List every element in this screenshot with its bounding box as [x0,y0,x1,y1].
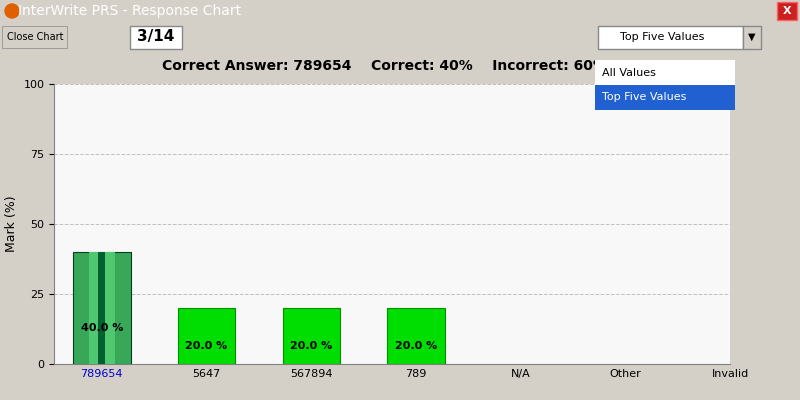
Y-axis label: Mark (%): Mark (%) [5,196,18,252]
Text: X: X [782,6,791,16]
Text: 20.0 %: 20.0 % [395,341,438,351]
Bar [387,308,445,364]
Text: Correct Answer: 789654    Correct: 40%    Incorrect: 60%    #: Correct Answer: 789654 Correct: 40% Inco… [162,59,638,73]
Text: All Values: All Values [602,68,656,78]
Text: Top Five Values: Top Five Values [602,92,686,102]
Bar [2,26,67,48]
Bar [598,26,743,49]
Text: ▼: ▼ [748,32,756,42]
Bar [595,60,735,85]
Text: 40.0 %: 40.0 % [81,323,123,333]
Bar [178,308,235,364]
Bar [130,26,182,49]
Text: Top Five Values: Top Five Values [620,32,704,42]
Text: Close Chart: Close Chart [6,32,63,42]
Bar [98,252,106,364]
Circle shape [5,4,19,18]
Bar [89,252,114,364]
Text: 3/14: 3/14 [138,30,174,44]
Bar [595,85,735,110]
Bar [743,26,761,49]
Bar [73,252,130,364]
Text: 20.0 %: 20.0 % [290,341,333,351]
Text: InterWrite PRS - Response Chart: InterWrite PRS - Response Chart [18,4,241,18]
Text: 20.0 %: 20.0 % [186,341,228,351]
Bar [282,308,340,364]
Bar [777,2,797,20]
